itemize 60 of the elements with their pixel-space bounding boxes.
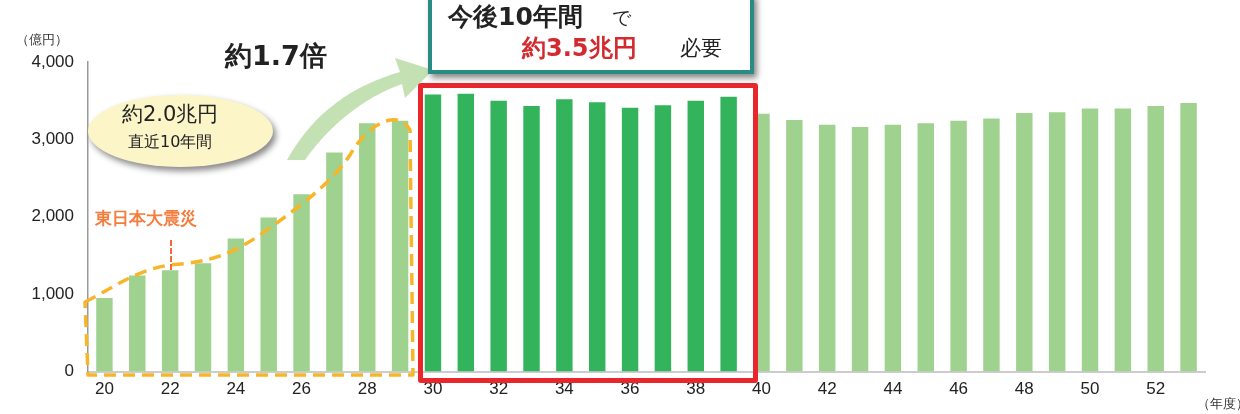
bar bbox=[326, 152, 343, 372]
bar bbox=[786, 120, 803, 372]
x-axis-title: （年度） bbox=[1197, 396, 1240, 411]
bar bbox=[556, 99, 573, 372]
annotation: 約3.5兆円 bbox=[522, 34, 637, 62]
bar bbox=[687, 100, 704, 372]
x-tick-label: 48 bbox=[1014, 379, 1034, 399]
bar bbox=[1048, 112, 1066, 372]
bar bbox=[983, 118, 1000, 372]
x-tick-label: 52 bbox=[1146, 379, 1166, 399]
y-tick-label: 4,000 bbox=[31, 51, 74, 71]
bar bbox=[457, 93, 475, 372]
x-tick-label: 44 bbox=[883, 379, 903, 399]
bar bbox=[851, 127, 869, 372]
text: 必要 bbox=[680, 36, 722, 60]
x-tick-label: 28 bbox=[357, 379, 377, 399]
bar bbox=[1147, 106, 1164, 372]
bar bbox=[96, 298, 113, 372]
annotation: 約2.0兆円 bbox=[122, 102, 219, 126]
annotation: 東日本大震災 bbox=[95, 208, 197, 228]
bar bbox=[818, 124, 836, 372]
y-tick-label: 1,000 bbox=[31, 283, 74, 303]
bar bbox=[359, 123, 376, 372]
x-tick-label: 24 bbox=[226, 379, 246, 399]
bar bbox=[589, 102, 606, 372]
x-tick-label: 46 bbox=[949, 379, 969, 399]
bar bbox=[917, 123, 934, 372]
bar bbox=[1081, 108, 1099, 372]
y-tick-label: 2,000 bbox=[31, 206, 74, 226]
y-tick-label: 0 bbox=[64, 361, 74, 381]
text: で bbox=[612, 6, 631, 28]
x-tick-label: 22 bbox=[160, 379, 180, 399]
x-tick-label: 26 bbox=[292, 379, 312, 399]
x-tick-label: 42 bbox=[817, 379, 837, 399]
bar bbox=[720, 96, 737, 372]
x-tick-label: 40 bbox=[752, 379, 771, 399]
y-tick-label: 3,000 bbox=[31, 129, 74, 149]
bar bbox=[293, 194, 310, 372]
bar bbox=[950, 120, 967, 372]
bar bbox=[523, 106, 540, 372]
annotation: 約1.7倍 bbox=[225, 40, 327, 71]
bar bbox=[260, 217, 277, 372]
bar bbox=[391, 120, 409, 372]
y-axis-title: （億円） bbox=[16, 32, 68, 47]
bar bbox=[1016, 113, 1033, 372]
bar bbox=[1180, 103, 1197, 372]
text: 今後10年間 bbox=[448, 2, 583, 31]
bar bbox=[424, 94, 442, 372]
bar bbox=[161, 270, 179, 372]
bar bbox=[621, 107, 639, 372]
bar bbox=[227, 238, 245, 372]
bar bbox=[654, 105, 672, 372]
bar bbox=[1114, 108, 1132, 372]
bar bbox=[194, 263, 212, 372]
x-tick-label: 20 bbox=[94, 379, 114, 399]
bar bbox=[129, 275, 146, 372]
annotation: 直近10年間 bbox=[128, 132, 213, 151]
bar bbox=[884, 124, 902, 372]
bar bbox=[490, 100, 507, 372]
x-tick-label: 50 bbox=[1080, 379, 1100, 399]
